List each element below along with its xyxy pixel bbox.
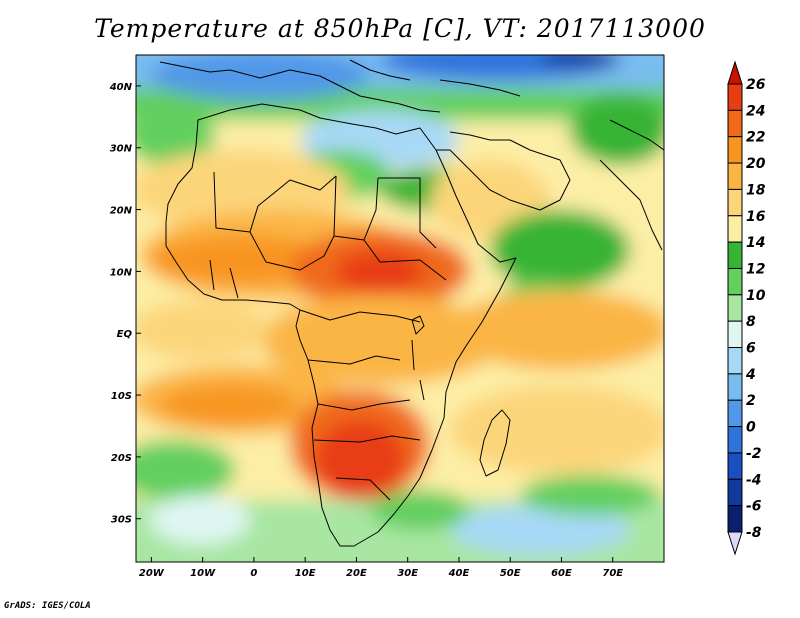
colorbar-label: 16 [746,209,766,225]
colorbar-swatch [727,215,743,243]
map-title: Temperature at 850hPa [C], VT: 201711300… [94,14,706,43]
latitude-axis: 40N 30N 20N 10N EQ 10S 20S 30S [109,82,141,526]
y-tick-label: 10S [111,391,132,402]
y-tick-label: 40N [109,82,133,93]
colorbar-swatch [727,162,743,190]
colorbar-label: 22 [746,130,765,146]
colorbar-swatch [727,426,743,454]
colorbar-swatch [727,347,743,375]
colorbar-label: 2 [746,393,756,409]
x-tick-label: 0 [250,568,257,579]
colorbar-swatch [727,136,743,164]
colorbar-swatch [727,267,743,296]
x-tick-label: 40E [448,568,470,579]
colorbar-label: 0 [746,420,756,436]
colorbar-swatch [727,505,743,533]
x-tick-label: 50E [500,568,521,579]
colorbar-min-arrow [727,531,743,556]
colorbar-swatch [727,83,743,111]
colorbar-label: 24 [746,103,765,119]
colorbar-swatch [727,109,743,138]
coastlines [159,59,664,547]
x-tick-label: 20E [346,568,367,579]
y-tick-label: 20S [111,453,132,464]
colorbar-swatch [727,373,743,401]
colorbar-label: -2 [746,446,762,462]
grads-credit: GrADS: IGES/COLA [4,601,91,611]
colorbar-swatch [727,452,743,480]
colorbar-label: 14 [746,235,765,251]
colorbar-swatch [727,294,743,322]
y-tick-label: 10N [110,267,133,278]
colorbar-label: 20 [746,156,766,172]
colorbar-swatch [727,478,743,507]
colorbar-swatch [727,188,743,217]
temperature-field [136,55,664,562]
x-tick-label: 70E [602,568,623,579]
colorbar-label: -6 [746,499,762,515]
map-frame [135,54,665,563]
colorbar-swatch [727,241,743,269]
colorbar-label: 18 [746,182,766,198]
colorbar-label: 26 [746,77,766,93]
colorbar-swatch [727,399,743,428]
colorbar-max-arrow [727,60,743,85]
colorbar-label: -4 [746,472,762,488]
colorbar-label: 10 [746,288,766,304]
y-tick-label: 30S [111,515,132,526]
y-tick-label: 20N [110,206,133,217]
colorbar-label: 12 [746,261,765,277]
colorbar-label: -8 [746,525,762,541]
colorbar-label: 4 [745,367,756,383]
longitude-axis: 20W 10W 0 10E 20E 30E 40E 50E 60E 70E [139,557,623,579]
x-tick-label: 30E [397,568,418,579]
colorbar-label: 6 [746,341,756,357]
y-tick-label: EQ [117,329,133,340]
x-tick-label: 10E [295,568,316,579]
x-tick-label: 10W [190,568,216,579]
colorbar-swatch [727,320,743,349]
colorbar-label: 8 [746,314,756,330]
x-tick-label: 60E [551,568,572,579]
x-tick-label: 20W [139,568,165,579]
y-tick-label: 30N [110,144,133,155]
